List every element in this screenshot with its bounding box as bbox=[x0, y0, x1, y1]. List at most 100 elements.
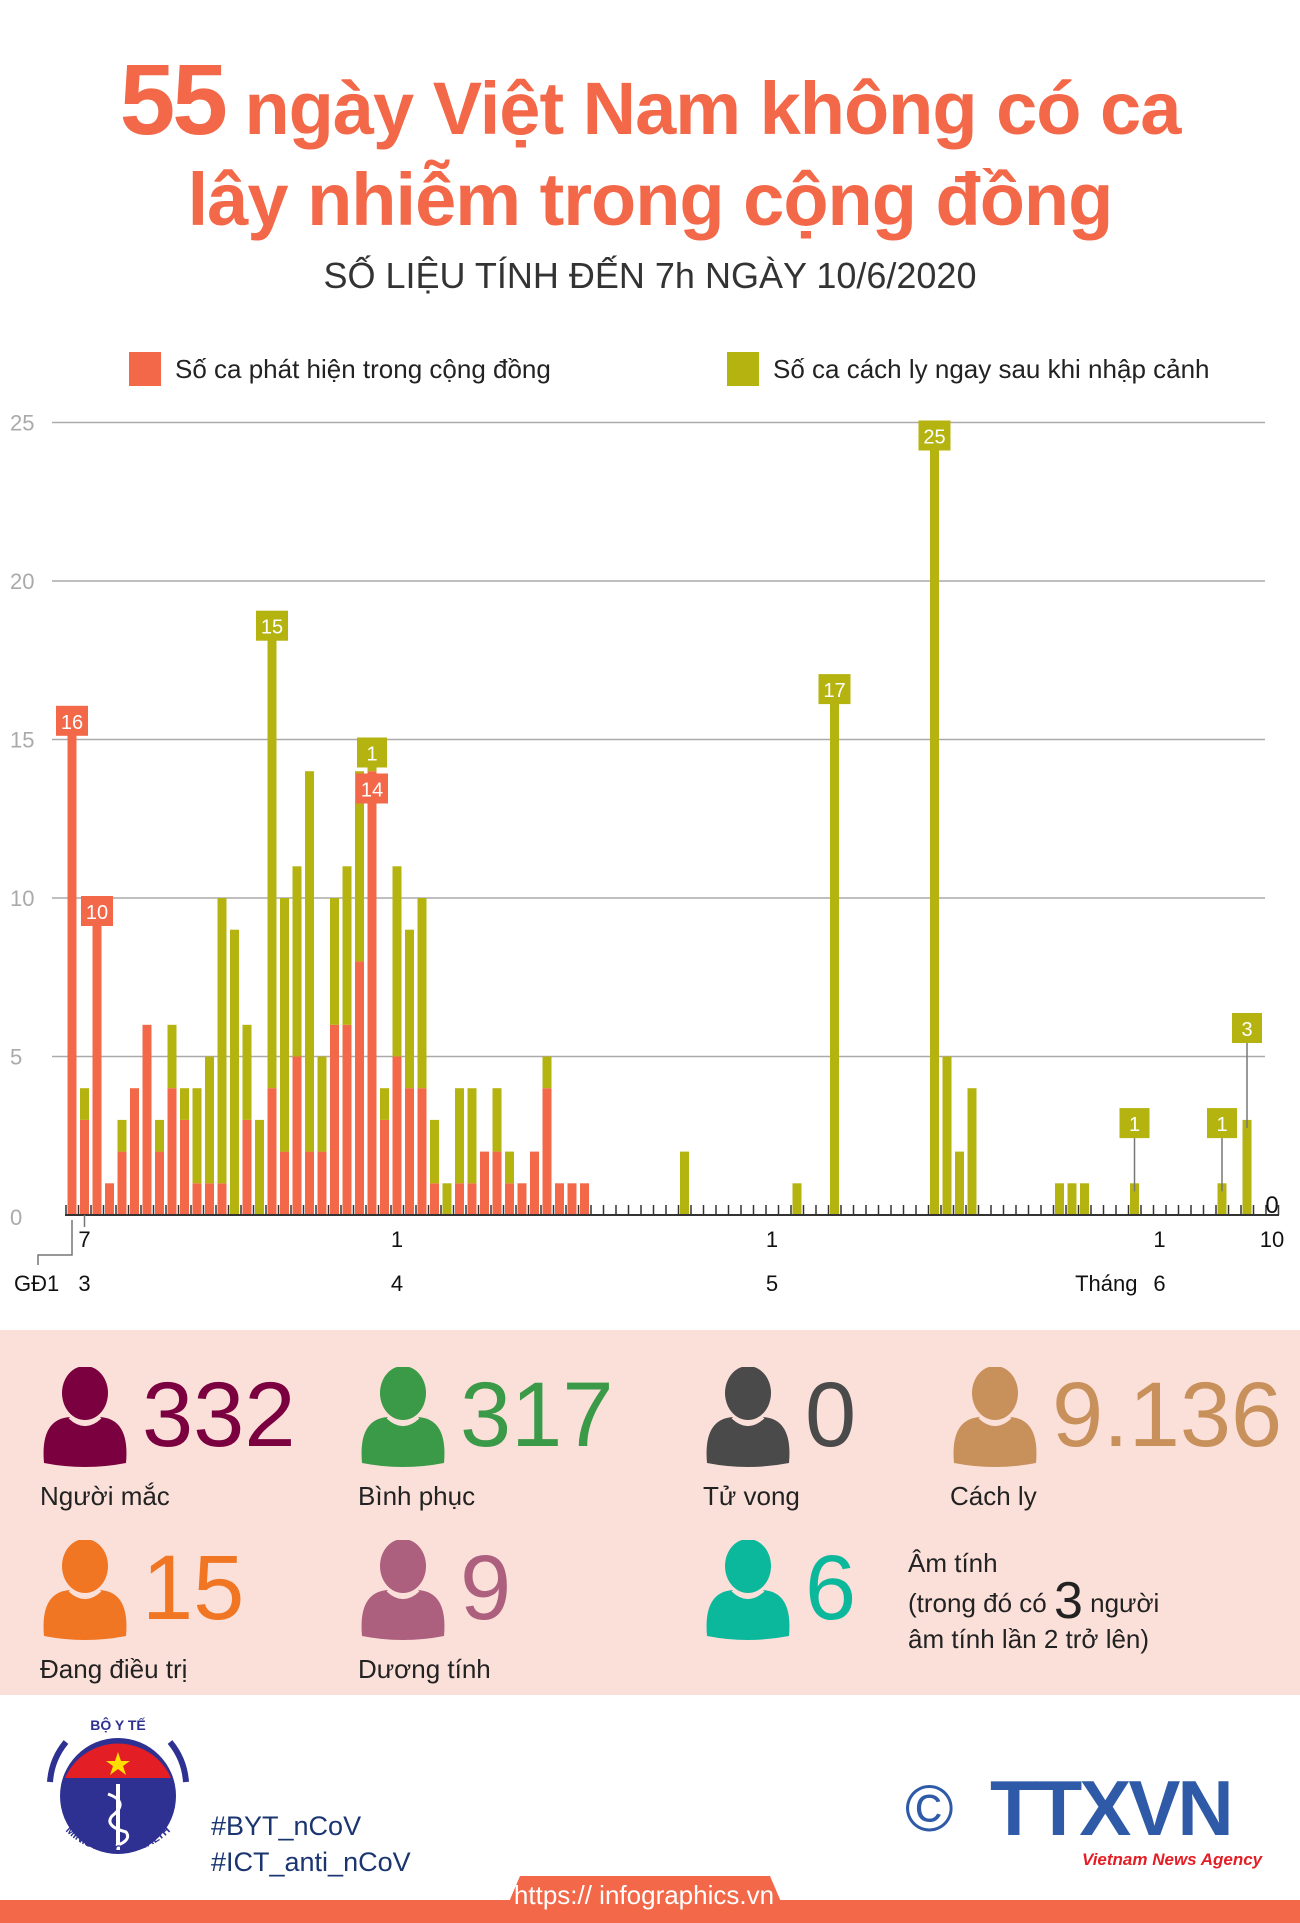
negative-note-text: (trong đó có bbox=[908, 1588, 1054, 1618]
data-label-box bbox=[81, 896, 113, 926]
bar-imported bbox=[955, 1151, 964, 1215]
y-tick-label: 15 bbox=[10, 728, 34, 753]
bar-imported bbox=[967, 1088, 977, 1215]
bar-imported bbox=[430, 1119, 439, 1184]
y-tick-label: 10 bbox=[10, 886, 34, 911]
legend-swatch-imported bbox=[727, 352, 759, 386]
y-tick-label: 5 bbox=[10, 1045, 22, 1070]
bar-community bbox=[455, 1183, 464, 1215]
bar-imported bbox=[942, 1056, 952, 1215]
x-day-label: 1 bbox=[391, 1227, 403, 1252]
bar-community bbox=[242, 1119, 252, 1215]
hashtag-ict: #ICT_anti_nCoV bbox=[211, 1847, 411, 1877]
bar-community bbox=[292, 1056, 302, 1215]
bar-community bbox=[205, 1183, 214, 1215]
person-icon bbox=[361, 1540, 445, 1640]
bar-community bbox=[505, 1183, 514, 1215]
x-day-label: 1 bbox=[766, 1227, 778, 1252]
bar-community bbox=[492, 1151, 502, 1215]
website-link[interactable]: https:// infographics.vn bbox=[513, 1880, 775, 1910]
bar-community bbox=[330, 1024, 339, 1215]
person-icon bbox=[706, 1540, 790, 1640]
x-month-label: 6 bbox=[1153, 1271, 1165, 1296]
person-icon bbox=[953, 1367, 1037, 1467]
data-label: 25 bbox=[923, 427, 945, 449]
bar-imported bbox=[792, 1183, 802, 1215]
stats-panel: 332 Người mắc 317 Bình phục 0 Tử vong 9.… bbox=[0, 1330, 1300, 1695]
bar-imported bbox=[305, 771, 314, 1152]
bar-imported bbox=[1130, 1183, 1139, 1215]
bar-community bbox=[80, 1119, 89, 1215]
bar-community bbox=[480, 1151, 489, 1215]
data-label-box bbox=[256, 610, 288, 641]
copyright-icon: © bbox=[905, 1771, 954, 1845]
negative-note-line3: âm tính lần 2 trở lên) bbox=[908, 1624, 1150, 1654]
bar-imported bbox=[280, 898, 289, 1152]
bar-community bbox=[305, 1151, 314, 1215]
bar-community bbox=[130, 1088, 139, 1215]
stat-value: 9.136 bbox=[1052, 1364, 1283, 1466]
bar-imported bbox=[467, 1088, 477, 1184]
bar-imported bbox=[205, 1056, 214, 1184]
data-label: 16 bbox=[61, 712, 83, 734]
bar-community bbox=[142, 1024, 152, 1215]
stat-value: 15 bbox=[142, 1537, 245, 1639]
bar-community bbox=[405, 1088, 414, 1215]
bar-community bbox=[280, 1151, 289, 1215]
bar-community bbox=[67, 707, 77, 1215]
bar-imported bbox=[380, 1088, 389, 1120]
bar-imported bbox=[1242, 1119, 1252, 1215]
bar-community bbox=[430, 1183, 439, 1215]
bar-imported bbox=[255, 1119, 264, 1215]
bar-imported bbox=[155, 1119, 164, 1152]
bar-community bbox=[542, 1088, 552, 1215]
bar-imported bbox=[292, 866, 302, 1057]
negative-note-text: người bbox=[1082, 1588, 1160, 1618]
bar-community bbox=[267, 1088, 277, 1215]
bar-imported bbox=[80, 1088, 89, 1120]
bar-imported bbox=[1055, 1183, 1064, 1215]
x-day-label: 1 bbox=[1153, 1227, 1165, 1252]
title-line-1: 55 ngày Việt Nam không có ca bbox=[0, 50, 1300, 159]
data-label: 0 bbox=[1265, 1192, 1278, 1219]
bar-imported bbox=[342, 866, 352, 1025]
data-label: 1 bbox=[1129, 1114, 1140, 1136]
bar-community bbox=[342, 1024, 352, 1215]
bar-imported bbox=[192, 1088, 202, 1184]
bar-imported bbox=[117, 1119, 127, 1152]
title-line-2: lây nhiễm trong cộng đồng bbox=[187, 158, 1114, 241]
bar-imported bbox=[505, 1151, 514, 1184]
title-number: 55 bbox=[119, 44, 228, 156]
legend-label-community: Số ca phát hiện trong cộng đồng bbox=[175, 353, 551, 384]
bar-community bbox=[517, 1183, 527, 1215]
data-label: 1 bbox=[1216, 1114, 1227, 1136]
x-month-label: 4 bbox=[391, 1271, 403, 1296]
y-tick-label: 25 bbox=[10, 411, 34, 436]
bar-community bbox=[530, 1151, 539, 1215]
agency-name: Vietnam News Agency bbox=[1082, 1850, 1263, 1869]
bar-imported bbox=[455, 1088, 464, 1184]
bar-imported bbox=[230, 929, 239, 1215]
y-tick-label: 0 bbox=[10, 1205, 22, 1230]
bar-community bbox=[92, 898, 102, 1215]
stat-label: Người mắc bbox=[40, 1481, 170, 1511]
x-month-label: 3 bbox=[78, 1271, 90, 1296]
bar-imported bbox=[217, 898, 227, 1184]
data-label-box bbox=[1232, 1012, 1262, 1043]
x-month-label: 5 bbox=[766, 1271, 778, 1296]
person-icon bbox=[361, 1367, 445, 1467]
title-line-1-text: ngày Việt Nam không có ca bbox=[244, 67, 1181, 150]
legend-label-imported: Số ca cách ly ngay sau khi nhập cảnh bbox=[773, 353, 1210, 384]
stat-value: 0 bbox=[805, 1364, 857, 1466]
stat-label: Đang điều trị bbox=[40, 1654, 188, 1684]
data-label-box bbox=[918, 420, 951, 451]
data-label: 10 bbox=[86, 902, 108, 924]
stat-value: 317 bbox=[460, 1364, 614, 1466]
stat-value: 6 bbox=[805, 1537, 857, 1639]
legend-item-community: Số ca phát hiện trong cộng đồng bbox=[129, 352, 551, 386]
bar-community bbox=[392, 1056, 402, 1215]
bar-imported bbox=[317, 1056, 327, 1152]
x-day-label: 7 bbox=[78, 1227, 90, 1252]
bar-community bbox=[180, 1119, 189, 1215]
data-label: 17 bbox=[823, 680, 845, 702]
